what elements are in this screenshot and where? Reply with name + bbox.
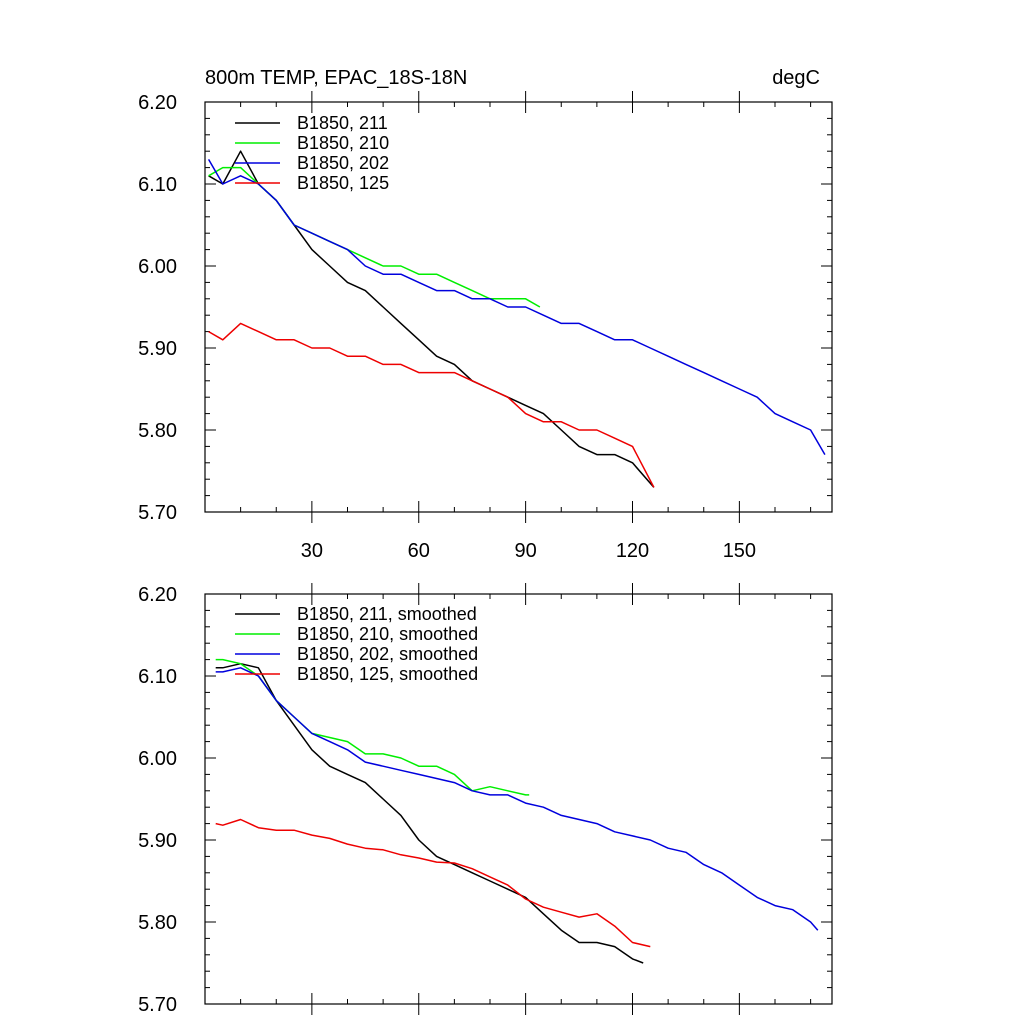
top-axes: 5.70 5.80 5.90 6.00 6.10 6.20 30 60 90 120 150 [138, 91, 833, 562]
top-plot-frame [204, 101, 833, 513]
top-ytick-label: 6.10 [138, 174, 177, 196]
top-series-line-4 [208, 322, 655, 488]
top-ytick-label: 6.20 [138, 92, 177, 114]
top-panel: 800m TEMP, EPAC_18S-18N degC 5.70 5.80 5.9… [138, 67, 833, 562]
bottom-series-line-1 [215, 662, 644, 964]
top-xtick-label: 120 [616, 540, 649, 562]
top-ytick-label: 6.00 [138, 256, 177, 278]
top-xtick-label: 150 [723, 540, 756, 562]
bottom-ytick-label: 6.20 [138, 584, 177, 606]
bottom-ytick-label: 5.80 [138, 912, 177, 934]
top-xtick-label: 90 [515, 540, 537, 562]
top-series-line-3 [207, 159, 826, 455]
bottom-series-line-4 [215, 818, 651, 948]
bottom-ytick-label: 5.70 [138, 994, 177, 1016]
bottom-plot-frame [204, 593, 833, 1005]
units-label: degC [772, 67, 820, 89]
bottom-ytick-label: 6.10 [138, 666, 177, 688]
top-xtick-label: 30 [301, 540, 323, 562]
top-ytick-label: 5.70 [138, 502, 177, 524]
top-series-line-1 [208, 150, 655, 488]
legend-label-211: B1850, 211 [297, 113, 388, 133]
legend-label-125: B1850, 125 [297, 173, 389, 193]
bottom-series-line-3 [215, 667, 819, 931]
bottom-series-group [215, 658, 819, 964]
chart-title: 800m TEMP, EPAC_18S-18N [205, 67, 467, 89]
legend-label-211-smoothed: B1850, 211, smoothed [297, 604, 477, 624]
bottom-ytick-label: 6.00 [138, 748, 177, 770]
bottom-axes: 5.70 5.80 5.90 6.00 6.10 6.20 [138, 583, 833, 1016]
top-series-group [207, 150, 826, 488]
legend-label-210-smoothed: B1850, 210, smoothed [297, 624, 478, 644]
bottom-panel: 5.70 5.80 5.90 6.00 6.10 6.20 B1850, 211, smo… [138, 583, 833, 1016]
top-xtick-label: 60 [408, 540, 430, 562]
legend-label-202-smoothed: B1850, 202, smoothed [297, 644, 478, 664]
top-ytick-label: 5.90 [138, 338, 177, 360]
top-ytick-label: 5.80 [138, 420, 177, 442]
legend-label-125-smoothed: B1850, 125, smoothed [297, 664, 478, 684]
legend-label-202: B1850, 202 [297, 153, 389, 173]
bottom-legend: B1850, 211, smoothed B1850, 210, smoothe… [235, 604, 478, 684]
legend-label-210: B1850, 210 [297, 133, 389, 153]
bottom-ytick-label: 5.90 [138, 830, 177, 852]
top-legend: B1850, 211 B1850, 210 B1850, 202 B1850, … [235, 113, 389, 193]
